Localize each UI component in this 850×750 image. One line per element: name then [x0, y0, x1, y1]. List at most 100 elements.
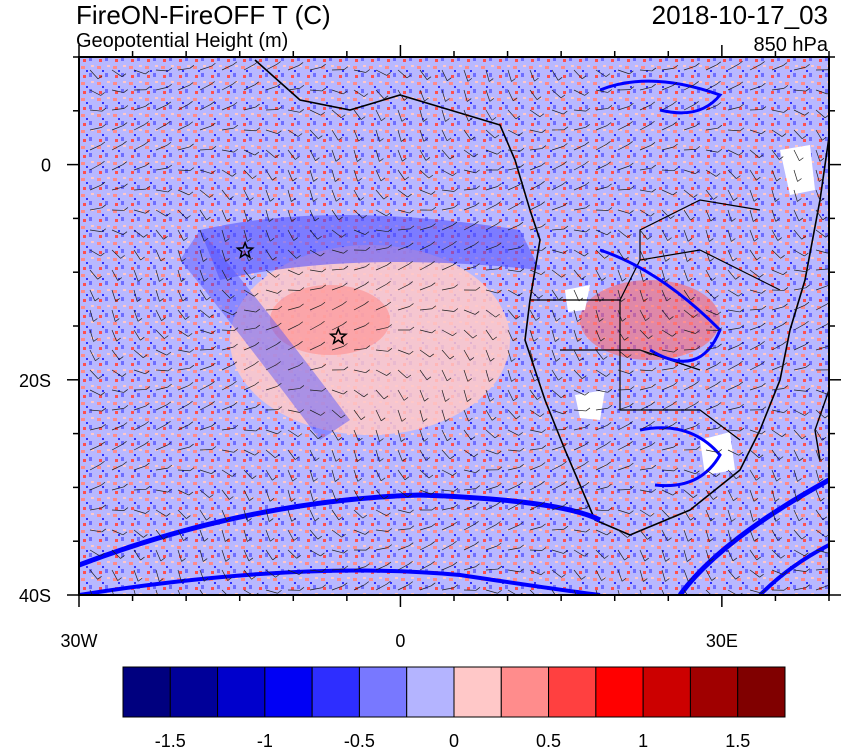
wind-barb-flag — [364, 281, 369, 285]
wind-barb-flag — [211, 62, 216, 67]
wind-barb-flag — [166, 101, 172, 106]
wind-barb — [595, 269, 602, 281]
wind-barb — [375, 469, 382, 482]
wind-barb — [793, 109, 805, 116]
wind-barb — [353, 304, 365, 311]
wind-barb-flag — [336, 197, 341, 202]
wind-barb-flag — [753, 198, 759, 202]
wind-barb — [397, 584, 409, 591]
wind-barb — [375, 449, 380, 462]
wind-barb-flag — [607, 389, 612, 393]
wind-barb-flag — [822, 516, 828, 521]
wind-barb-flag — [540, 201, 545, 205]
wind-barb-flag — [449, 455, 455, 460]
wind-barb-flag — [430, 241, 435, 245]
wind-barb — [485, 409, 493, 421]
wind-barb — [177, 469, 190, 472]
wind-barb-flag — [409, 225, 415, 230]
wind-barb — [529, 526, 542, 531]
wind-barb-flag — [827, 284, 829, 287]
wind-barb — [441, 243, 453, 251]
wind-barb — [199, 549, 204, 562]
wind-barb-flag — [293, 537, 299, 541]
wind-barb — [683, 589, 688, 595]
wind-barb-flag — [100, 92, 105, 96]
wind-barb — [551, 69, 559, 81]
wind-barb-flag — [321, 568, 327, 572]
wind-barb-flag — [365, 546, 371, 551]
wind-barb-flag — [227, 577, 232, 581]
wind-barb — [749, 269, 760, 278]
wind-barb — [551, 269, 562, 278]
wind-barb — [771, 269, 784, 276]
wind-barb-flag — [585, 528, 591, 533]
wind-barb-flag — [386, 580, 391, 585]
wind-barb-flag — [585, 124, 590, 128]
wind-barb — [331, 229, 342, 238]
wind-barb — [375, 547, 388, 551]
wind-barb-flag — [232, 311, 238, 316]
wind-barb-flag — [585, 407, 591, 412]
wind-barb-flag — [275, 154, 280, 158]
wind-barb-flag — [452, 172, 457, 177]
wind-barb-flag — [315, 157, 320, 161]
wind-barb — [111, 389, 124, 393]
wind-barb — [529, 129, 542, 134]
wind-barb-flag — [320, 252, 325, 257]
wind-barb-flag — [606, 141, 611, 145]
wind-barb-flag — [229, 496, 234, 500]
wind-barb-flag — [494, 134, 500, 139]
wind-barb — [441, 369, 448, 382]
wind-barb-flag — [299, 385, 305, 389]
wind-barb-flag — [277, 383, 282, 387]
wind-barb — [661, 589, 665, 595]
wind-barb-flag — [145, 402, 150, 407]
wind-barb — [815, 209, 824, 221]
wind-barb — [463, 566, 476, 571]
wind-barb-flag — [188, 101, 193, 105]
wind-barb-flag — [145, 86, 151, 90]
wind-barb-flag — [364, 301, 369, 305]
wind-barb — [529, 483, 541, 491]
wind-barb-flag — [210, 381, 215, 385]
wind-barb — [529, 309, 537, 321]
coastline — [814, 389, 829, 461]
wind-barb-flag — [225, 538, 230, 542]
wind-barb — [441, 587, 454, 591]
wind-barb-flag — [121, 373, 127, 377]
wind-barb-flag — [159, 298, 164, 302]
wind-barb — [639, 104, 652, 111]
wind-barb — [727, 449, 739, 456]
wind-barb — [397, 409, 403, 422]
wind-barb-flag — [563, 202, 568, 207]
wind-barb-flag — [647, 236, 652, 240]
wind-barb — [815, 568, 828, 571]
wind-barb-flag — [317, 535, 322, 540]
map-field — [79, 57, 829, 600]
wind-barb-flag — [515, 315, 520, 320]
wind-barb — [309, 389, 322, 392]
wind-barb-flag — [799, 457, 804, 462]
wind-barb-flag — [827, 583, 829, 587]
wind-barb-flag — [761, 383, 766, 387]
wind-barb-flag — [320, 301, 326, 306]
wind-barb — [133, 269, 139, 282]
wind-barb — [617, 229, 628, 238]
wind-barb — [375, 304, 388, 311]
wind-barb-flag — [430, 261, 435, 265]
wind-barb-flag — [387, 228, 393, 232]
wind-barb — [89, 426, 102, 431]
wind-barb-flag — [693, 314, 698, 318]
wind-barb-flag — [167, 164, 173, 169]
wind-barb-flag — [629, 510, 634, 514]
wind-barb-flag — [181, 278, 186, 282]
wind-barb-flag — [497, 466, 503, 471]
wind-barb — [507, 184, 520, 191]
wind-barb-flag — [782, 62, 788, 66]
wind-barb — [89, 349, 96, 361]
wind-barb — [727, 149, 739, 156]
wind-barb-flag — [386, 561, 392, 566]
wind-barb-flag — [691, 597, 695, 600]
wind-barb-flag — [321, 284, 327, 289]
wind-barb — [397, 389, 405, 401]
